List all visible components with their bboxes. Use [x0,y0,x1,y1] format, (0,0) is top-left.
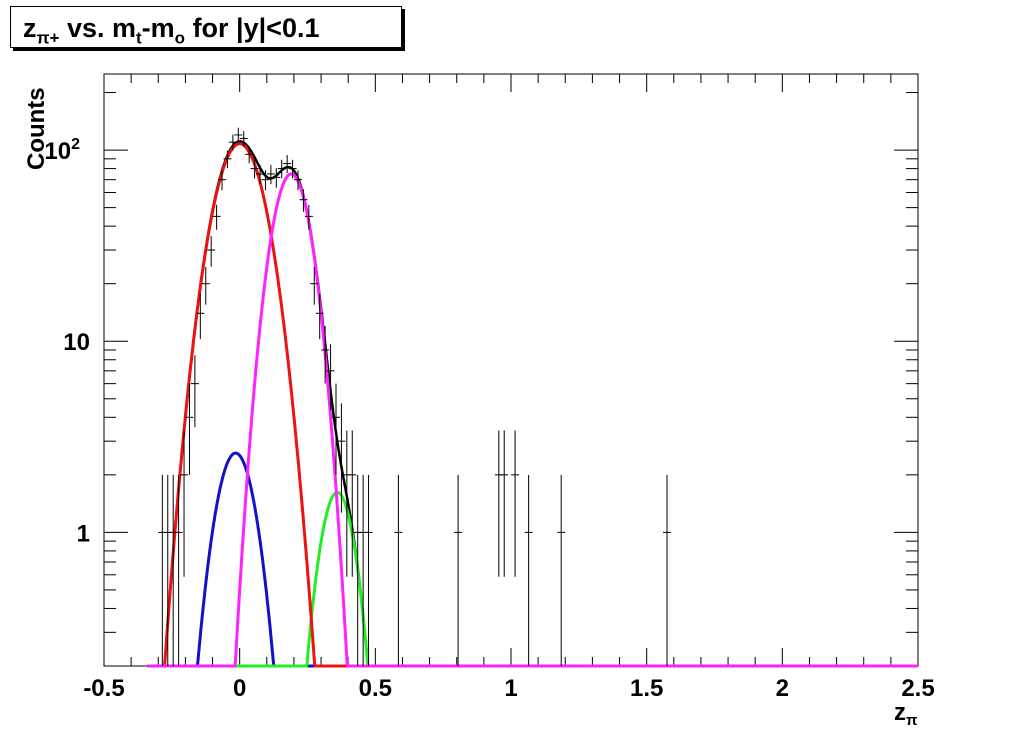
y-tick-label: 10 [63,329,90,356]
data-point [266,164,275,185]
data-point [337,403,346,513]
x-tick-label: 0.5 [359,675,392,702]
fit-curve-green [147,490,918,668]
x-axis-title: zπ [894,699,918,729]
data-point [207,236,216,267]
data-point [511,430,520,577]
y-tick-label: 1 [77,520,90,547]
fit-curve-total_fit [147,140,918,668]
data-point [454,474,463,666]
fit-curve-magenta [147,172,918,668]
fit-curves [147,140,918,668]
data-point [190,355,199,428]
data-point [196,293,205,340]
data-point [494,430,503,577]
data-point [277,159,286,179]
data-point [557,474,566,666]
x-tick-label: 2 [776,675,789,702]
x-tick-label: 0 [233,675,246,702]
data-point [321,326,330,384]
data-point [272,168,281,188]
data-point [185,383,194,475]
fit-curve-blue [147,451,918,668]
data-point [299,189,308,212]
data-point [315,293,324,340]
data-point [283,155,292,174]
data-point [218,170,227,191]
data-point [310,266,319,305]
data-point [158,474,167,666]
data-point [524,474,533,666]
data-point [228,134,237,151]
y-axis-title: Counts [23,87,50,170]
data-points [158,127,672,666]
data-point [250,159,259,179]
data-point [174,474,183,666]
data-point [180,430,189,577]
data-point [394,474,403,666]
data-point [331,383,340,475]
data-point [256,164,265,185]
data-point [353,474,362,666]
data-point [288,159,297,179]
x-tick-label: 1.5 [630,675,663,702]
data-point [364,474,373,666]
data-point [212,204,221,230]
data-point [245,146,254,164]
x-tick-label: 1 [504,675,517,702]
data-point [261,170,270,191]
data-point [223,150,232,169]
y-tick-label: 102 [44,136,80,165]
data-point [326,344,335,411]
axes: -0.5 0 0.5 1 1.5 2 2.5 1 10 102 [44,74,935,702]
data-point [201,266,210,305]
data-point [294,170,303,191]
data-point [304,204,313,230]
data-point [348,430,357,577]
data-point [239,131,248,147]
data-point [234,127,243,143]
data-point [663,474,672,666]
x-tick-label: 2.5 [901,675,934,702]
fit-curve-red [147,142,918,668]
data-point [500,430,509,577]
chart-title: zπ+ vs. mt-mo for |y|<0.1 [10,6,402,48]
x-tick-label: -0.5 [83,675,124,702]
